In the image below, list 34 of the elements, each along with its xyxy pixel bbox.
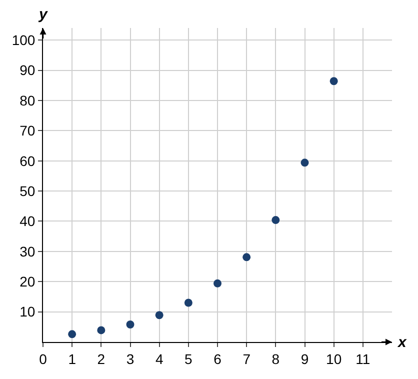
x-tick-label: 1 bbox=[68, 350, 76, 367]
y-tick-label: 80 bbox=[20, 92, 36, 108]
y-tick-label: 90 bbox=[20, 62, 36, 78]
x-tick-label: 5 bbox=[184, 350, 193, 367]
y-tick-label: 70 bbox=[20, 122, 36, 139]
point bbox=[272, 216, 280, 224]
x-axis-title: x bbox=[397, 334, 407, 351]
y-tick-label: 20 bbox=[20, 274, 36, 290]
point bbox=[242, 253, 251, 262]
point bbox=[214, 279, 222, 288]
y-tick-label: 50 bbox=[20, 182, 36, 199]
x-tick-label: 4 bbox=[155, 350, 164, 367]
x-tick-label: 8 bbox=[272, 350, 280, 367]
point bbox=[68, 330, 76, 338]
x-tick-label: 11 bbox=[356, 350, 370, 367]
y-axis-title: y bbox=[38, 6, 48, 23]
y-tick-label: 60 bbox=[20, 152, 36, 169]
x-tick-label: 9 bbox=[300, 350, 309, 367]
x-tick-label: 7 bbox=[242, 350, 251, 367]
point bbox=[300, 158, 309, 167]
x-tick-label: 3 bbox=[126, 350, 134, 367]
y-tick-label: 30 bbox=[20, 243, 36, 260]
x-tick-label: 10 bbox=[326, 350, 342, 367]
point bbox=[97, 326, 106, 334]
point bbox=[155, 311, 164, 320]
x-tick-label: 6 bbox=[214, 350, 222, 367]
point bbox=[126, 320, 134, 328]
point bbox=[184, 298, 192, 307]
x-tick-label: 0 bbox=[39, 350, 48, 367]
y-tick-label: 10 bbox=[20, 304, 36, 320]
point bbox=[330, 77, 338, 86]
y-tick-label: 100 bbox=[12, 32, 36, 48]
y-tick-label: 40 bbox=[20, 213, 36, 230]
x-tick-label: 2 bbox=[97, 350, 106, 367]
